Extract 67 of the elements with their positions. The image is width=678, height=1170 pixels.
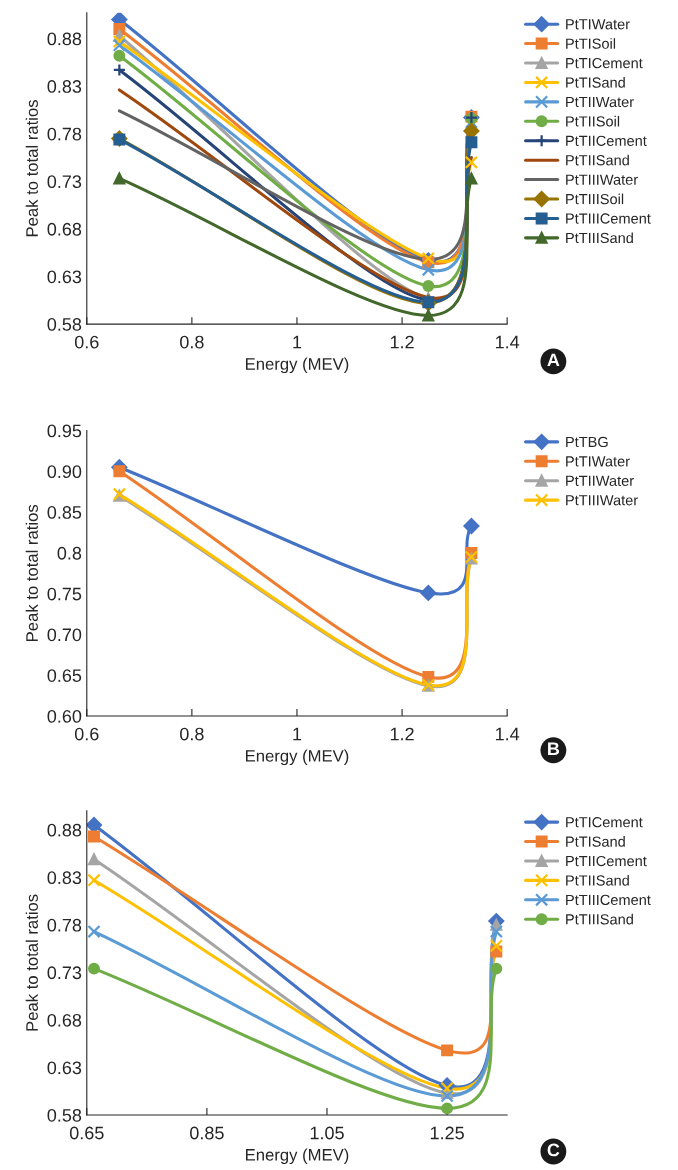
legend-label: PtTIICement [566,135,647,146]
legend-label: PtTIIISand [566,913,633,925]
x-tick-label: 1.05 [310,1126,344,1140]
y-tick-label: 0.60 [47,709,82,723]
x-tick-label: 0.8 [180,727,204,741]
x-tick-label: 1 [293,335,302,349]
legend-label: PtTIIWater [566,96,634,108]
legend-label: PtTISand [566,836,625,847]
y-tick-label: 0.88 [47,823,82,837]
y-axis-title: Peak to total ratios [25,894,38,1031]
legend-label: PtTIWater [566,456,630,467]
legend-label: PtTIIISoil [566,193,624,205]
legend-label: PtTISand [566,76,625,88]
legend-label: PtTIIIWater [566,174,638,185]
y-tick-label: 0.83 [47,871,82,885]
y-axis-title: Peak to total ratios [25,100,38,237]
y-tick-label: 0.85 [47,506,82,519]
x-axis-title: Energy (MEV) [246,1148,349,1165]
text: A [547,353,560,367]
x-tick-label: 0.6 [74,727,99,741]
legend-label: PtTIISand [566,154,629,166]
y-tick-label: 0.73 [47,175,82,189]
x-tick-label: 0.65 [69,1126,104,1140]
legend-label: PtTBG [566,436,608,448]
y-tick-label: 0.65 [47,669,82,682]
legend-label: PtTIISoil [566,115,620,127]
legend-label: PtTIWater [566,19,630,30]
legend-label: PtTIIISand [566,232,633,244]
y-tick-label: 0.58 [47,318,82,331]
legend-label: PtTIISand [566,874,629,886]
y-tick-label: 0.73 [47,966,82,980]
y-tick-label: 0.68 [47,1013,82,1027]
legend-label: PtTICement [566,817,643,828]
legend-label: PtTIIIWater [566,495,638,506]
x-tick-label: 0.6 [74,335,99,349]
y-tick-label: 0.88 [47,32,82,46]
y-axis-title: Peak to total ratios [25,504,38,641]
x-tick-label: 1 [293,727,302,741]
x-tick-label: 1.2 [390,335,414,349]
x-axis-title: Energy (MEV) [246,357,349,374]
legend-label: PtTISoil [566,38,616,49]
y-tick-label: 0.83 [47,80,82,93]
y-tick-label: 0.58 [47,1108,82,1122]
x-tick-label: 1.4 [495,727,520,741]
legend-label: PtTIIWater [566,475,634,486]
x-tick-label: 0.85 [190,1126,224,1140]
y-tick-label: 0.63 [47,1061,82,1075]
y-tick-label: 0.75 [47,587,82,601]
legend-label: PtTIIICement [566,213,651,224]
x-tick-label: 0.8 [180,335,204,349]
text: C [547,1143,560,1157]
legend-label: PtTIICement [566,855,647,867]
x-tick-label: 1.2 [390,727,414,741]
legend-label: PtTIIICement [566,894,651,906]
y-tick-label: 0.78 [47,918,82,932]
y-tick-label: 0.63 [47,270,82,284]
x-tick-label: 1.4 [495,335,520,349]
y-tick-label: 0.70 [47,628,82,642]
y-tick-label: 0.78 [47,127,82,141]
x-axis-title: Energy (MEV) [246,749,349,766]
text: B [548,742,560,755]
y-tick-label: 0.90 [47,465,82,479]
legend-label: PtTICement [566,57,643,69]
y-tick-label: 0.68 [47,222,82,236]
x-tick-label: 1.25 [430,1126,464,1140]
y-tick-label: 0.95 [47,424,82,438]
y-tick-label: 0.8 [57,546,82,560]
